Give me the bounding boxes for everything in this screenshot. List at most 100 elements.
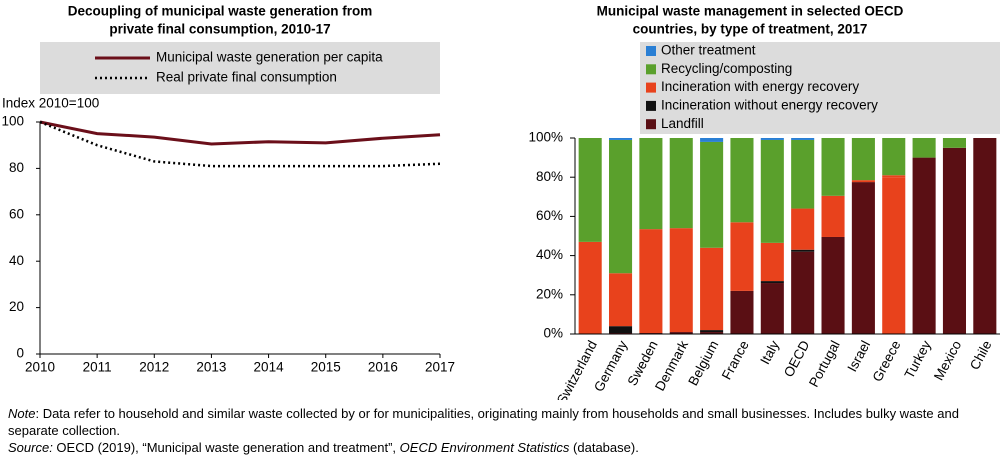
chart-title: countries, by type of treatment, 2017 bbox=[633, 22, 868, 37]
legend-label: Municipal waste generation per capita bbox=[156, 50, 383, 65]
y-tick-label: 100% bbox=[528, 130, 563, 145]
y-tick-label: 40% bbox=[536, 247, 563, 262]
x-tick-label: 2017 bbox=[425, 360, 455, 375]
bar-segment bbox=[760, 138, 784, 140]
legend-label: Landfill bbox=[661, 116, 704, 131]
y-tick-label: 0% bbox=[543, 326, 563, 341]
legend-swatch bbox=[646, 82, 656, 93]
legend-label: Incineration with energy recovery bbox=[661, 79, 859, 94]
bar-segment bbox=[882, 138, 906, 176]
bar-segment bbox=[912, 157, 936, 334]
y-tick-label: 60 bbox=[9, 206, 24, 221]
bar-segment bbox=[791, 249, 815, 252]
y-tick-label: 20 bbox=[9, 299, 24, 314]
bar-segment bbox=[760, 139, 784, 243]
bar-segment bbox=[700, 141, 724, 248]
bar-segment bbox=[791, 251, 815, 334]
y-tick-label: 80 bbox=[9, 160, 24, 175]
source-text: (database). bbox=[569, 440, 639, 455]
bar-segment bbox=[730, 290, 754, 334]
notes: Note: Data refer to household and simila… bbox=[8, 405, 993, 456]
bar-segment bbox=[973, 138, 997, 334]
data-line bbox=[39, 120, 441, 146]
bar-segment bbox=[912, 138, 936, 158]
bar-segment bbox=[609, 138, 633, 140]
bar-segment bbox=[851, 182, 875, 334]
bar-segment bbox=[821, 236, 845, 334]
bar-segment bbox=[760, 281, 784, 284]
x-tick-label: Switzerland bbox=[554, 338, 600, 400]
source-title: OECD Environment Statistics bbox=[399, 440, 570, 455]
chart-title: Decoupling of municipal waste generation… bbox=[68, 4, 373, 19]
legend-swatch bbox=[646, 100, 656, 111]
bar-segment bbox=[821, 138, 845, 196]
legend-swatch bbox=[646, 119, 656, 130]
legend-swatch bbox=[646, 64, 656, 75]
charts: Decoupling of municipal waste generation… bbox=[1, 4, 1000, 400]
bar-segment bbox=[791, 208, 815, 250]
bar-segment bbox=[639, 229, 663, 334]
x-tick-label: Mexico bbox=[931, 338, 964, 383]
bar-segment bbox=[578, 241, 602, 334]
y-tick-label: 100 bbox=[1, 114, 24, 129]
x-tick-label: 2014 bbox=[254, 360, 285, 375]
chart-title: Municipal waste management in selected O… bbox=[597, 4, 904, 19]
data-line bbox=[39, 120, 441, 168]
bar-segment bbox=[851, 180, 875, 183]
y-tick-label: 0 bbox=[16, 346, 24, 361]
bar-segment bbox=[700, 138, 724, 142]
bar-segment bbox=[730, 138, 754, 223]
x-tick-label: 2010 bbox=[25, 360, 55, 375]
bar-segment bbox=[700, 330, 724, 333]
chart-title: private final consumption, 2010-17 bbox=[109, 22, 330, 37]
source: Source: OECD (2019), “Municipal waste ge… bbox=[8, 439, 993, 456]
x-tick-label: OECD bbox=[781, 338, 813, 380]
bar-segment bbox=[669, 332, 693, 334]
bar-segment bbox=[609, 326, 633, 334]
bar-segment bbox=[791, 139, 815, 209]
legend-label: Incineration without energy recovery bbox=[661, 97, 878, 112]
legend-label: Other treatment bbox=[661, 43, 756, 58]
x-tick-label: Turkey bbox=[902, 338, 934, 381]
legend-box bbox=[640, 42, 1000, 134]
x-tick-label: 2015 bbox=[311, 360, 341, 375]
bar-segment bbox=[669, 228, 693, 333]
y-axis-label: Index 2010=100 bbox=[2, 96, 99, 111]
source-text: OECD (2019), “Municipal waste generation… bbox=[52, 440, 400, 455]
bar-segment bbox=[609, 273, 633, 327]
y-tick-label: 60% bbox=[536, 208, 563, 223]
y-tick-label: 20% bbox=[536, 286, 563, 301]
x-tick-label: Israel bbox=[844, 338, 873, 374]
source-label: Source: bbox=[8, 440, 53, 455]
legend-label: Real private final consumption bbox=[156, 70, 337, 85]
note-label: Note bbox=[8, 406, 36, 421]
bar-segment bbox=[700, 247, 724, 331]
legend-box bbox=[40, 42, 440, 94]
y-tick-label: 80% bbox=[536, 169, 563, 184]
note-text: : Data refer to household and similar wa… bbox=[8, 406, 959, 438]
bar-segment bbox=[851, 138, 875, 181]
note: Note: Data refer to household and simila… bbox=[8, 405, 993, 439]
bar-segment bbox=[791, 138, 815, 140]
bar-segment bbox=[942, 138, 966, 148]
bar-segment bbox=[760, 242, 784, 282]
x-tick-label: 2012 bbox=[139, 360, 169, 375]
x-tick-label: Italy bbox=[757, 338, 782, 367]
bar-segment bbox=[578, 138, 602, 242]
legend-swatch bbox=[646, 46, 656, 56]
x-tick-label: 2013 bbox=[196, 360, 226, 375]
legend-label: Recycling/composting bbox=[661, 61, 792, 76]
x-tick-label: Greece bbox=[870, 338, 904, 384]
bar-segment bbox=[942, 147, 966, 334]
bar-segment bbox=[882, 175, 906, 178]
bar-segment bbox=[669, 138, 693, 229]
bar-segment bbox=[760, 283, 784, 334]
x-tick-label: France bbox=[719, 338, 752, 382]
x-tick-label: 2011 bbox=[83, 360, 112, 375]
x-tick-label: 2016 bbox=[368, 360, 398, 375]
y-tick-label: 40 bbox=[9, 253, 24, 268]
bar-segment bbox=[882, 177, 906, 334]
bar-segment bbox=[639, 138, 663, 230]
bar-segment bbox=[609, 139, 633, 274]
